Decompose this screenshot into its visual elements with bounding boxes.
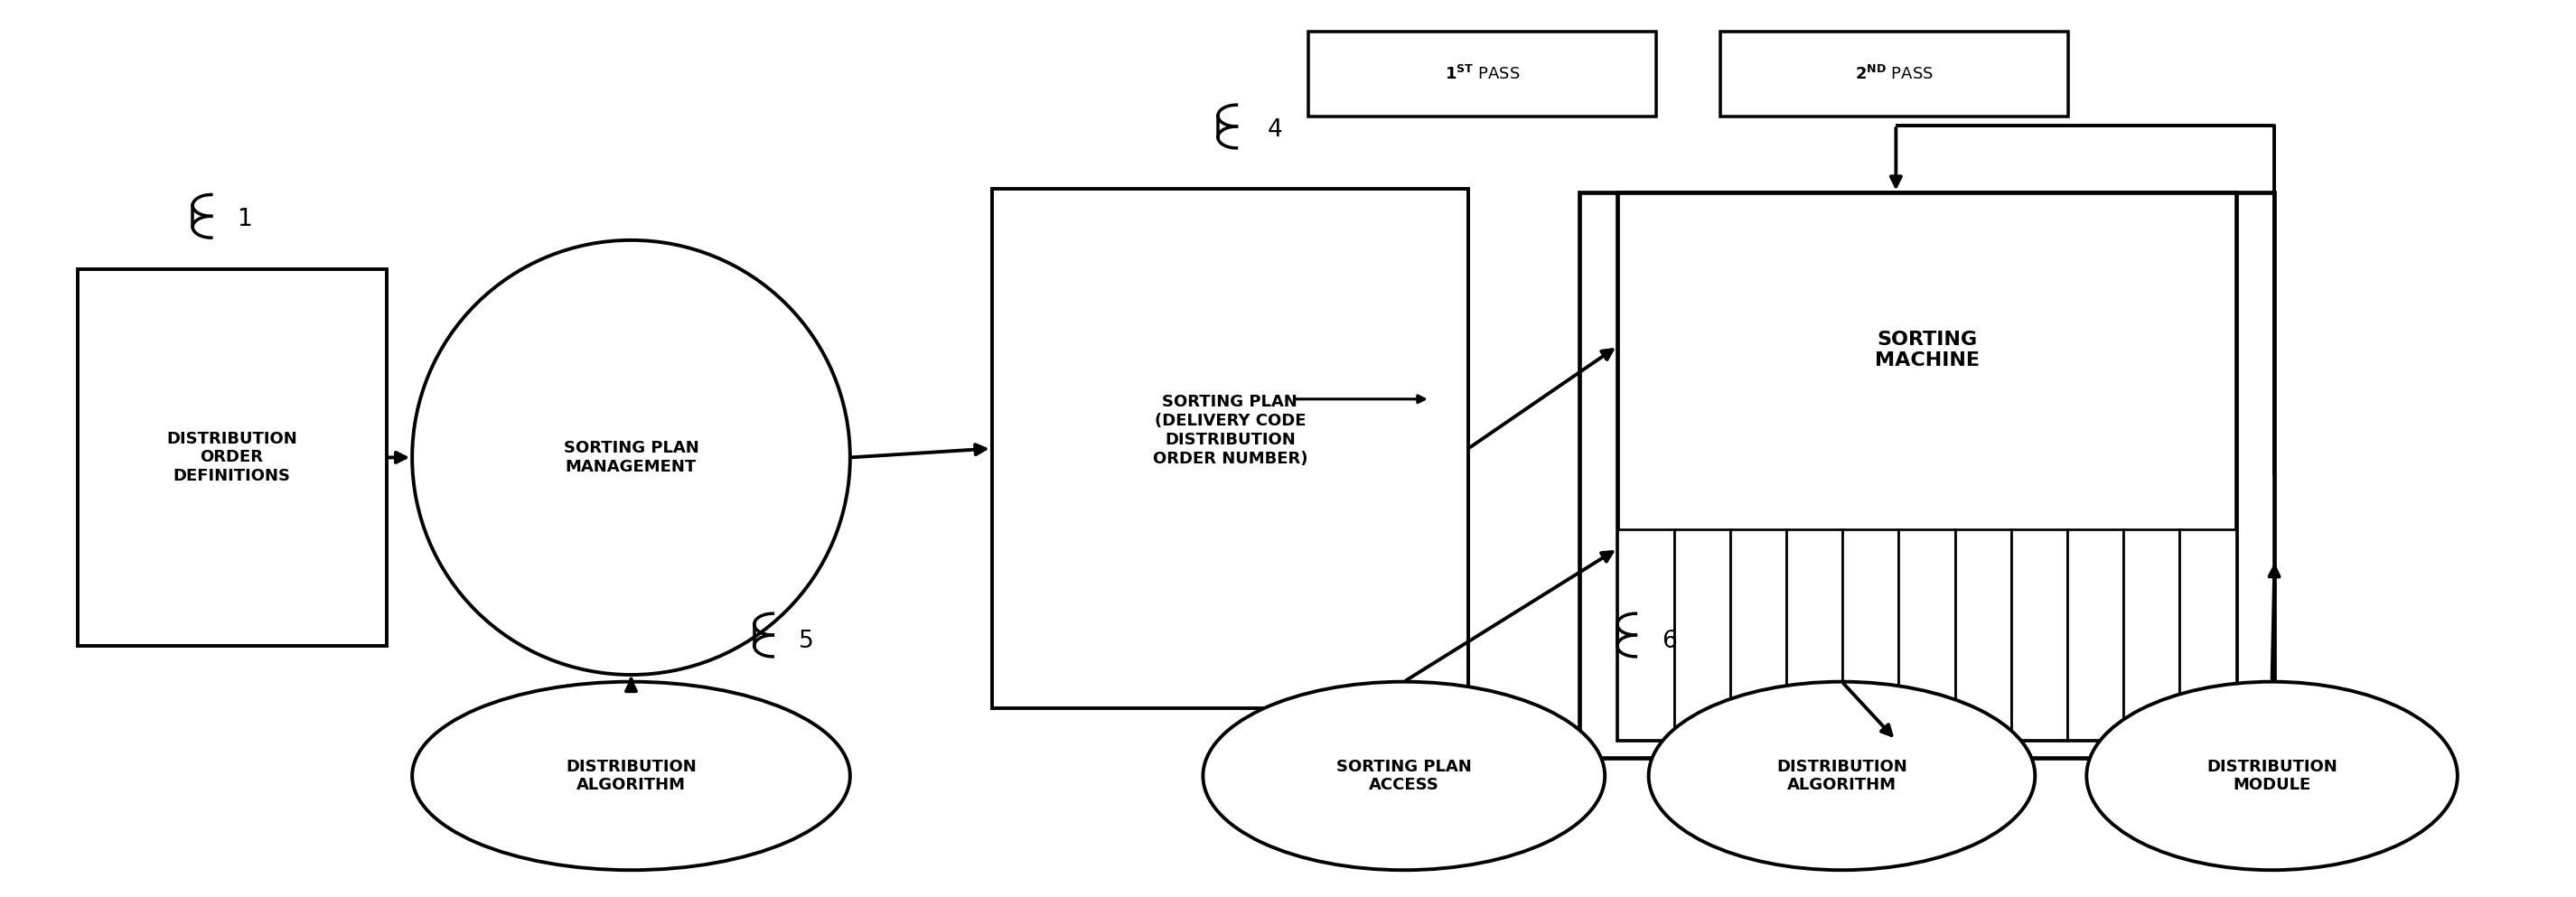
- FancyBboxPatch shape: [2179, 529, 2236, 740]
- FancyBboxPatch shape: [1579, 193, 2275, 758]
- FancyBboxPatch shape: [1721, 31, 2069, 117]
- FancyBboxPatch shape: [1899, 529, 1955, 740]
- FancyBboxPatch shape: [1309, 31, 1656, 117]
- Ellipse shape: [412, 682, 850, 870]
- FancyBboxPatch shape: [1731, 529, 1785, 740]
- FancyBboxPatch shape: [1674, 529, 1731, 740]
- Ellipse shape: [1203, 682, 1605, 870]
- Text: SORTING
MACHINE: SORTING MACHINE: [1875, 330, 1978, 370]
- Text: SORTING PLAN
(DELIVERY CODE
DISTRIBUTION
ORDER NUMBER): SORTING PLAN (DELIVERY CODE DISTRIBUTION…: [1151, 395, 1309, 466]
- Text: $\mathbf{1^{ST}}$ PASS: $\mathbf{1^{ST}}$ PASS: [1445, 65, 1520, 83]
- Text: SORTING PLAN
MANAGEMENT: SORTING PLAN MANAGEMENT: [564, 440, 698, 475]
- Ellipse shape: [1649, 682, 2035, 870]
- Text: DISTRIBUTION
MODULE: DISTRIBUTION MODULE: [2208, 758, 2336, 794]
- Text: 4: 4: [1267, 118, 1283, 142]
- FancyBboxPatch shape: [1618, 529, 1674, 740]
- Text: 5: 5: [799, 630, 814, 653]
- Ellipse shape: [2087, 682, 2458, 870]
- Ellipse shape: [412, 240, 850, 675]
- FancyBboxPatch shape: [1785, 529, 1842, 740]
- Text: DISTRIBUTION
ORDER
DEFINITIONS: DISTRIBUTION ORDER DEFINITIONS: [167, 431, 296, 484]
- Text: DISTRIBUTION
ALGORITHM: DISTRIBUTION ALGORITHM: [1777, 758, 1906, 794]
- FancyBboxPatch shape: [77, 269, 386, 646]
- FancyBboxPatch shape: [2012, 529, 2069, 740]
- FancyBboxPatch shape: [1955, 529, 2012, 740]
- FancyBboxPatch shape: [1842, 529, 1899, 740]
- Text: 1: 1: [237, 208, 252, 231]
- FancyBboxPatch shape: [2123, 529, 2179, 740]
- Text: 6: 6: [1662, 630, 1677, 653]
- Text: $\mathbf{2^{ND}}$ PASS: $\mathbf{2^{ND}}$ PASS: [1855, 65, 1935, 83]
- FancyBboxPatch shape: [1618, 193, 2236, 740]
- FancyBboxPatch shape: [2069, 529, 2123, 740]
- Text: DISTRIBUTION
ALGORITHM: DISTRIBUTION ALGORITHM: [567, 758, 696, 794]
- Text: SORTING PLAN
ACCESS: SORTING PLAN ACCESS: [1337, 758, 1471, 794]
- FancyBboxPatch shape: [992, 188, 1468, 709]
